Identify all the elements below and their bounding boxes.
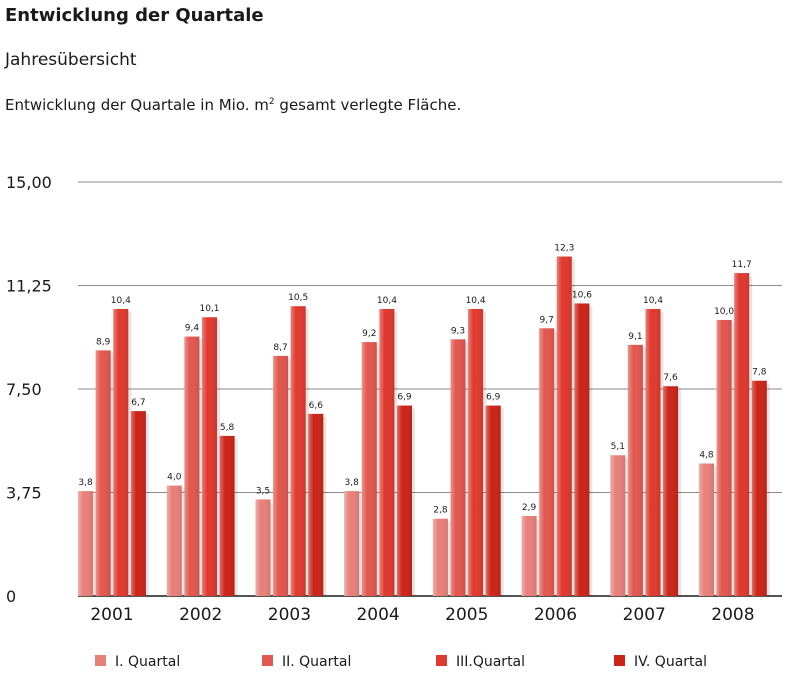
bar-highlight <box>308 413 324 596</box>
bar-highlight <box>699 463 714 596</box>
y-tick-label: 7,50 <box>6 380 42 399</box>
x-category-label: 2004 <box>356 605 399 625</box>
legend-label: I. Quartal <box>115 654 180 670</box>
caption-main: Entwicklung der Quartale in Mio. m <box>5 96 269 114</box>
legend-swatch <box>614 655 625 666</box>
x-axis-categories: 2001 2002 2003 2004 2005 2006 2007 2008 <box>90 605 754 625</box>
legend-swatch <box>95 655 106 666</box>
bar-highlight <box>485 405 501 596</box>
data-label: 12,3 <box>554 244 574 254</box>
data-label: 3,8 <box>345 478 360 488</box>
data-label: 10,6 <box>572 290 592 300</box>
legend-label: II. Quartal <box>282 654 351 670</box>
bar-highlight <box>219 435 235 596</box>
bar-highlight <box>379 308 395 596</box>
x-category-label: 2006 <box>534 605 577 625</box>
bar-highlight <box>539 328 555 596</box>
data-label: 7,6 <box>663 373 678 383</box>
y-tick-label: 0 <box>6 587 16 606</box>
data-label: 9,1 <box>628 332 642 342</box>
x-category-label: 2007 <box>623 605 666 625</box>
legend-swatch <box>262 655 273 666</box>
x-category-label: 2001 <box>90 605 133 625</box>
data-label: 10,1 <box>199 304 219 314</box>
bar-highlight <box>78 491 94 596</box>
data-label: 8,7 <box>273 343 287 353</box>
data-label: 9,2 <box>362 329 376 339</box>
x-category-label: 2008 <box>711 605 754 625</box>
bar-highlight <box>556 256 572 596</box>
data-label: 2,9 <box>522 503 537 513</box>
bar-highlight <box>574 303 590 596</box>
data-label: 2,8 <box>433 506 448 516</box>
data-label: 6,9 <box>397 393 412 403</box>
data-label: 11,7 <box>732 260 752 270</box>
data-label: 6,7 <box>131 398 145 408</box>
bar-highlight <box>344 491 360 596</box>
bar-highlight <box>95 350 111 596</box>
legend-label: IV. Quartal <box>634 654 707 670</box>
page-subtitle: Jahresübersicht <box>5 50 137 70</box>
bar-highlight <box>255 499 271 596</box>
data-label: 10,4 <box>111 296 131 306</box>
data-label: 5,8 <box>220 423 235 433</box>
chart-legend: I. Quartal II. Quartal III.Quartal IV. Quar… <box>95 654 707 670</box>
data-label: 7,8 <box>752 368 767 378</box>
data-label: 5,1 <box>611 442 625 452</box>
data-label: 9,7 <box>540 315 554 325</box>
data-label: 6,9 <box>486 393 501 403</box>
bar-highlight <box>663 386 679 596</box>
data-label: 3,8 <box>78 478 93 488</box>
data-label: 4,8 <box>699 451 714 461</box>
bar-highlight <box>397 405 412 596</box>
bar-highlight <box>468 308 484 596</box>
bar-highlight <box>202 317 217 596</box>
bar-highlight <box>361 342 377 596</box>
bar-highlight <box>716 320 732 596</box>
legend-label: III.Quartal <box>456 654 525 670</box>
data-label: 4,0 <box>167 473 182 483</box>
data-label: 9,4 <box>185 324 200 334</box>
data-label: 10,5 <box>288 293 308 303</box>
caption-rest: gesamt verlegte Fläche. <box>274 96 462 114</box>
bar-highlight <box>645 308 661 596</box>
data-label: 10,0 <box>714 307 734 317</box>
bar-highlight <box>290 306 306 596</box>
page-title: Entwicklung der Quartale <box>5 5 264 26</box>
bar-highlight <box>432 518 448 596</box>
bar-highlight <box>734 273 750 596</box>
data-label: 3,5 <box>256 486 270 496</box>
bar-highlight <box>610 455 626 596</box>
data-label: 10,4 <box>377 296 397 306</box>
data-label: 10,4 <box>466 296 486 306</box>
legend-swatch <box>436 655 447 666</box>
chart-bars <box>78 256 770 596</box>
y-tick-label: 11,25 <box>6 277 52 296</box>
x-category-label: 2002 <box>179 605 222 625</box>
data-label: 8,9 <box>96 337 111 347</box>
bar-highlight <box>130 411 146 596</box>
chart-caption: Entwicklung der Quartale in Mio. m2 gesa… <box>5 96 461 114</box>
x-category-label: 2003 <box>268 605 311 625</box>
bar-highlight <box>751 380 767 596</box>
y-tick-label: 15,00 <box>6 173 52 192</box>
bar-highlight <box>521 515 537 596</box>
bar-highlight <box>184 336 200 596</box>
bar-highlight <box>273 355 289 596</box>
data-label: 9,3 <box>451 326 465 336</box>
chart-data-labels: 3,8 8,9 10,4 6,7 4,0 9,4 10,1 5,8 3,5 8,7 10,5 6,6 3… <box>78 244 766 516</box>
x-category-label: 2005 <box>445 605 488 625</box>
caption-superscript: 2 <box>268 97 275 107</box>
data-label: 10,4 <box>643 296 663 306</box>
bar-highlight <box>627 344 643 596</box>
y-axis-ticks: 0 3,75 7,50 11,25 15,00 <box>6 173 52 606</box>
y-tick-label: 3,75 <box>6 484 42 503</box>
data-label: 6,6 <box>309 401 324 411</box>
bar-highlight <box>113 308 129 596</box>
bar-highlight <box>450 339 466 596</box>
bar-highlight <box>166 485 182 596</box>
